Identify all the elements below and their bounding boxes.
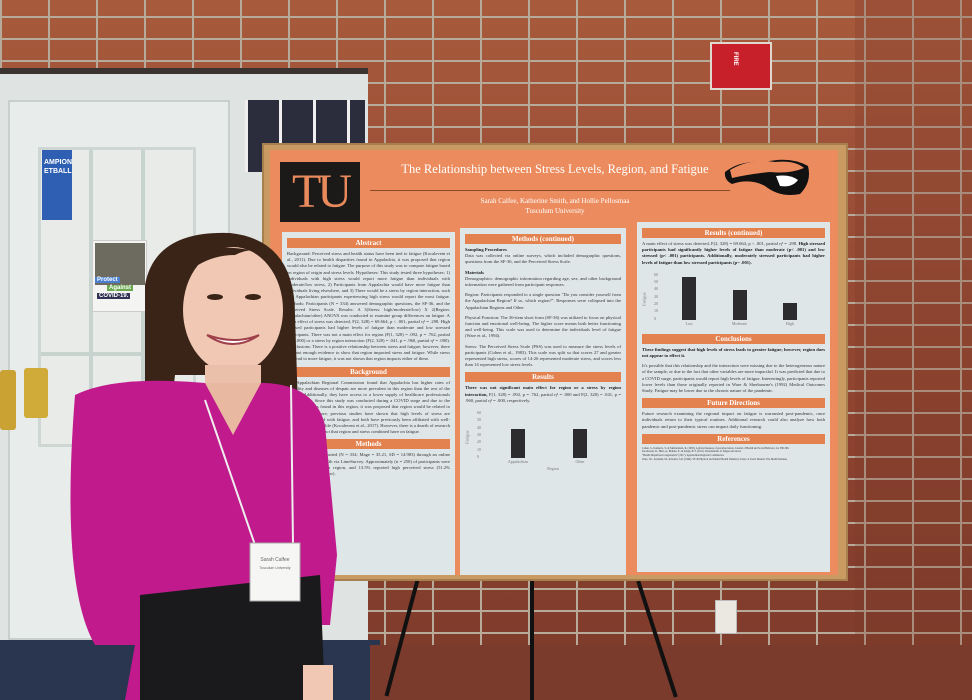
results-continued-heading: Results (continued)	[642, 228, 825, 238]
y-tick-label: 60	[654, 271, 658, 277]
reference: "Health Disparities in Appalachia" (2017…	[642, 454, 725, 458]
y-tick-label: 40	[654, 286, 658, 292]
middle-column: Methods (continued) Sampling Procedures D…	[460, 228, 626, 575]
easel-leg	[530, 580, 534, 700]
x-tick-label: Appalachian	[507, 458, 529, 464]
physical-text: Physical Function: The 36-item short for…	[465, 314, 621, 339]
results-bold: There was not significant main effect fo…	[465, 385, 621, 397]
bar-low	[682, 277, 697, 320]
methods-continued-heading: Methods (continued)	[465, 234, 621, 244]
conclusions-bold: These findings suggest that high levels …	[642, 346, 825, 359]
y-tick-label: 20	[477, 439, 481, 445]
y-tick-label: 10	[477, 446, 481, 452]
pioneer-mascot-icon	[724, 159, 809, 195]
bar-other	[573, 428, 587, 459]
y-tick-label: 0	[654, 315, 656, 321]
right-column: Results (continued) A main effect of str…	[637, 222, 830, 572]
conclusions-text: It's possible that this relationship and…	[642, 363, 825, 394]
person-presenter: Sarah Calfee Tusculum University	[70, 232, 337, 700]
badge-affiliation: Tusculum University	[259, 566, 291, 570]
x-tick-label: Low	[685, 320, 693, 326]
y-tick-label: 60	[477, 409, 481, 415]
y-axis-label: Fatigue	[641, 292, 647, 306]
face	[183, 247, 283, 373]
y-tick-label: 50	[654, 278, 658, 284]
future-heading: Future Directions	[642, 398, 825, 409]
sampling-text: Data was collected via online surveys, w…	[465, 253, 621, 265]
door-handle	[24, 368, 48, 418]
demographics-text: Demographics: demographic information re…	[465, 275, 621, 288]
authors: Sarah Calfee, Katherine Smith, and Holli…	[480, 197, 630, 205]
stress-text: Stress: The Perceived Stress Scale (PSS)…	[465, 343, 621, 368]
black-pants	[140, 575, 325, 700]
reference: Kocalevent, R., Hinz, A., Brahler, E., &…	[642, 450, 742, 454]
sampling-title: Sampling Procedures	[465, 247, 507, 252]
research-poster: TU The Relationship between Stress Level…	[270, 150, 838, 575]
x-axis-label: Region	[547, 465, 559, 471]
wall-base	[370, 645, 972, 700]
abstract-heading: Abstract	[287, 238, 450, 248]
x-tick-label: Other	[575, 458, 585, 464]
bar-appalachian	[511, 428, 525, 459]
region-chart: 0 10 20 30 40 50 60 Fatigue Appalachian Other Regi…	[464, 408, 621, 471]
covid-poster: Protect Against COVID-19.	[92, 240, 147, 312]
banner: AMPIONS ETBALL	[42, 150, 72, 220]
y-axis-label: Fatigue	[464, 430, 470, 444]
poster-authors: Sarah Calfee, Katherine Smith, and Holli…	[380, 196, 730, 216]
y-tick-label: 50	[477, 417, 481, 423]
badge-name: Sarah Calfee	[260, 557, 289, 563]
lanyard	[204, 384, 294, 546]
background-heading: Background	[287, 366, 450, 377]
abstract-text: Background: Perceived stress and health …	[287, 251, 450, 362]
tu-logo: TU	[280, 162, 360, 222]
stress-chart: 0 10 20 30 40 50 60 Fatigue Low Moderate High	[642, 270, 825, 330]
wall-outlet	[715, 600, 737, 634]
future-text: Future research examining the regional i…	[642, 411, 825, 429]
results-continued-text: A main effect of stress was detected, F(…	[642, 241, 799, 246]
results-continued-bold: High stressed participants had significa…	[642, 241, 826, 265]
results-heading: Results	[465, 372, 621, 383]
region-text: Region: Participants responded to a sing…	[465, 292, 621, 310]
covid-text-2: Against	[107, 285, 134, 291]
y-tick-label: 30	[477, 431, 481, 437]
institution: Tusculum University	[525, 207, 585, 215]
brick-pillar	[855, 0, 972, 700]
fire-alarm-label: FIRE	[732, 52, 738, 66]
name-badge	[249, 542, 301, 602]
conclusions-heading: Conclusions	[642, 333, 825, 344]
covid-text-3: COVID-19.	[97, 293, 131, 299]
background-text: The Appalachian Regional Commission foun…	[287, 379, 450, 435]
references-heading: References	[642, 433, 825, 444]
results-text: F(1, 328) = .092, p = .762, partial η² =…	[465, 391, 621, 403]
materials-title: Materials	[465, 269, 484, 275]
reference: Cohen, S., Kamarck, T., & Mermelstein, R…	[642, 446, 790, 450]
methods-heading: Methods	[287, 439, 450, 450]
x-tick-label: Moderate	[731, 320, 748, 326]
y-tick-label: 10	[654, 308, 658, 314]
left-column: Abstract Background: Perceived stress an…	[282, 232, 455, 575]
poster-title: The Relationship between Stress Levels, …	[401, 162, 709, 176]
divider	[370, 190, 730, 191]
bar-high	[782, 302, 797, 320]
bar-moderate	[732, 289, 747, 320]
reference: Ware, J.E., Kosinski, M., & Keller, S.D.…	[642, 457, 788, 461]
y-tick-label: 40	[477, 424, 481, 430]
x-tick-label: High	[785, 320, 794, 326]
fire-alarm: FIRE	[710, 42, 772, 90]
y-tick-label: 20	[654, 300, 658, 306]
covid-text-1: Protect	[95, 277, 120, 283]
door-handle	[0, 370, 16, 430]
y-tick-label: 0	[477, 453, 479, 459]
y-tick-label: 30	[654, 293, 658, 299]
